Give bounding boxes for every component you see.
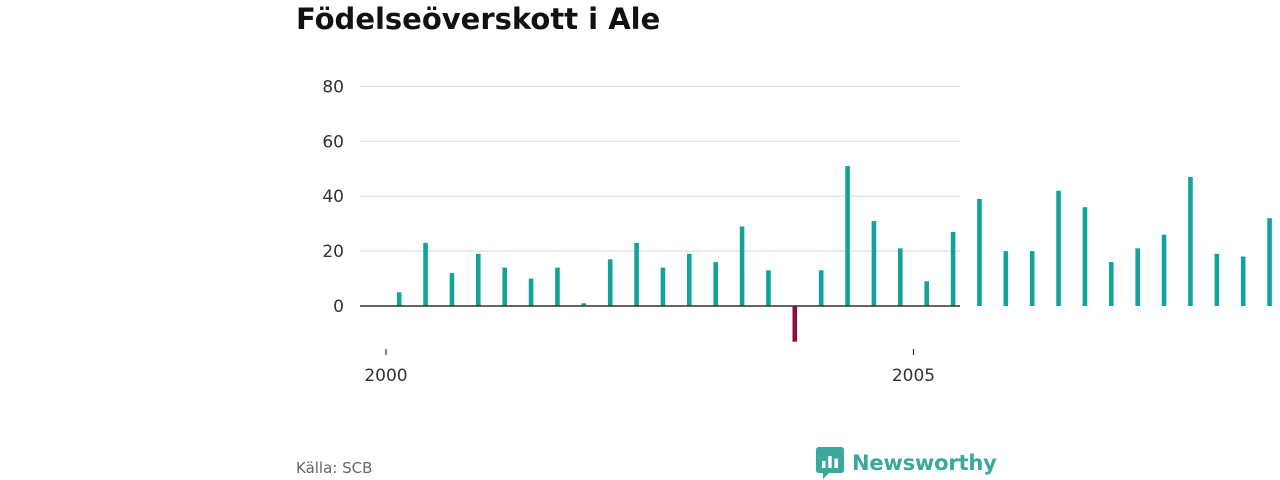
bar xyxy=(1003,251,1009,306)
bar xyxy=(1214,253,1220,306)
bar xyxy=(1135,248,1140,306)
bar xyxy=(1267,218,1272,306)
bar xyxy=(423,242,428,307)
y-tick-label: 60 xyxy=(322,132,344,152)
brand-name: Newsworthy xyxy=(852,451,997,475)
newsworthy-logo-icon xyxy=(816,447,844,479)
bar xyxy=(607,259,613,306)
bar xyxy=(528,278,534,306)
bar xyxy=(687,253,692,306)
y-tick-label: 80 xyxy=(322,77,344,97)
source-text: Källa: SCB xyxy=(296,459,373,477)
bar xyxy=(739,226,745,306)
y-tick-label: 20 xyxy=(322,242,344,262)
bar xyxy=(396,292,402,306)
y-axis-labels: 0 20 40 60 80 xyxy=(322,77,344,317)
x-tick-label: 2005 xyxy=(892,366,935,386)
x-axis: 200020052010201520202025 xyxy=(364,349,935,386)
bar xyxy=(977,198,982,306)
bar xyxy=(1240,256,1246,306)
bar xyxy=(555,267,560,306)
bar xyxy=(581,303,587,306)
bar xyxy=(1056,190,1061,306)
bar xyxy=(1082,207,1088,306)
bar xyxy=(502,267,507,306)
x-tick-label: 2000 xyxy=(364,366,407,386)
bar xyxy=(871,220,877,306)
bar xyxy=(449,273,455,306)
bar xyxy=(1161,234,1167,306)
bars xyxy=(396,166,1272,342)
bar xyxy=(924,281,929,307)
y-tick-label: 40 xyxy=(322,187,344,207)
bar xyxy=(634,242,639,307)
bar xyxy=(898,248,903,306)
bar xyxy=(950,231,956,306)
y-tick-label: 0 xyxy=(333,297,344,317)
bar xyxy=(713,262,718,306)
gridlines xyxy=(360,85,960,252)
bar xyxy=(660,267,666,306)
brand[interactable]: Newsworthy xyxy=(815,446,997,480)
bar xyxy=(1029,251,1035,306)
bar xyxy=(476,253,481,306)
page-title: Födelseöverskott i Ale xyxy=(296,2,661,36)
bar xyxy=(792,306,798,342)
bar xyxy=(1109,262,1114,306)
bar xyxy=(1188,176,1193,306)
bar xyxy=(818,270,824,306)
bar xyxy=(845,166,850,306)
bar xyxy=(766,270,771,306)
